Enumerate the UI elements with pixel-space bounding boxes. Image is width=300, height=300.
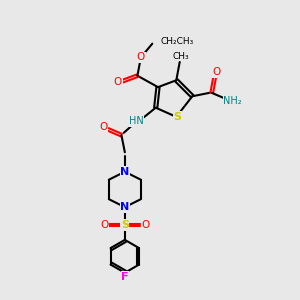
Text: O: O: [141, 220, 150, 230]
Text: NH₂: NH₂: [223, 96, 242, 106]
Text: S: S: [173, 112, 181, 122]
Text: N: N: [120, 202, 130, 212]
Text: O: O: [114, 77, 122, 87]
Text: O: O: [137, 52, 145, 62]
Text: HN: HN: [129, 116, 144, 126]
Text: F: F: [121, 272, 129, 282]
Text: CH₂CH₃: CH₂CH₃: [160, 37, 194, 46]
Text: CH₃: CH₃: [172, 52, 189, 61]
Text: N: N: [120, 167, 130, 177]
Text: O: O: [212, 67, 220, 77]
Text: O: O: [100, 220, 108, 230]
Text: S: S: [121, 220, 129, 230]
Text: O: O: [99, 122, 107, 132]
